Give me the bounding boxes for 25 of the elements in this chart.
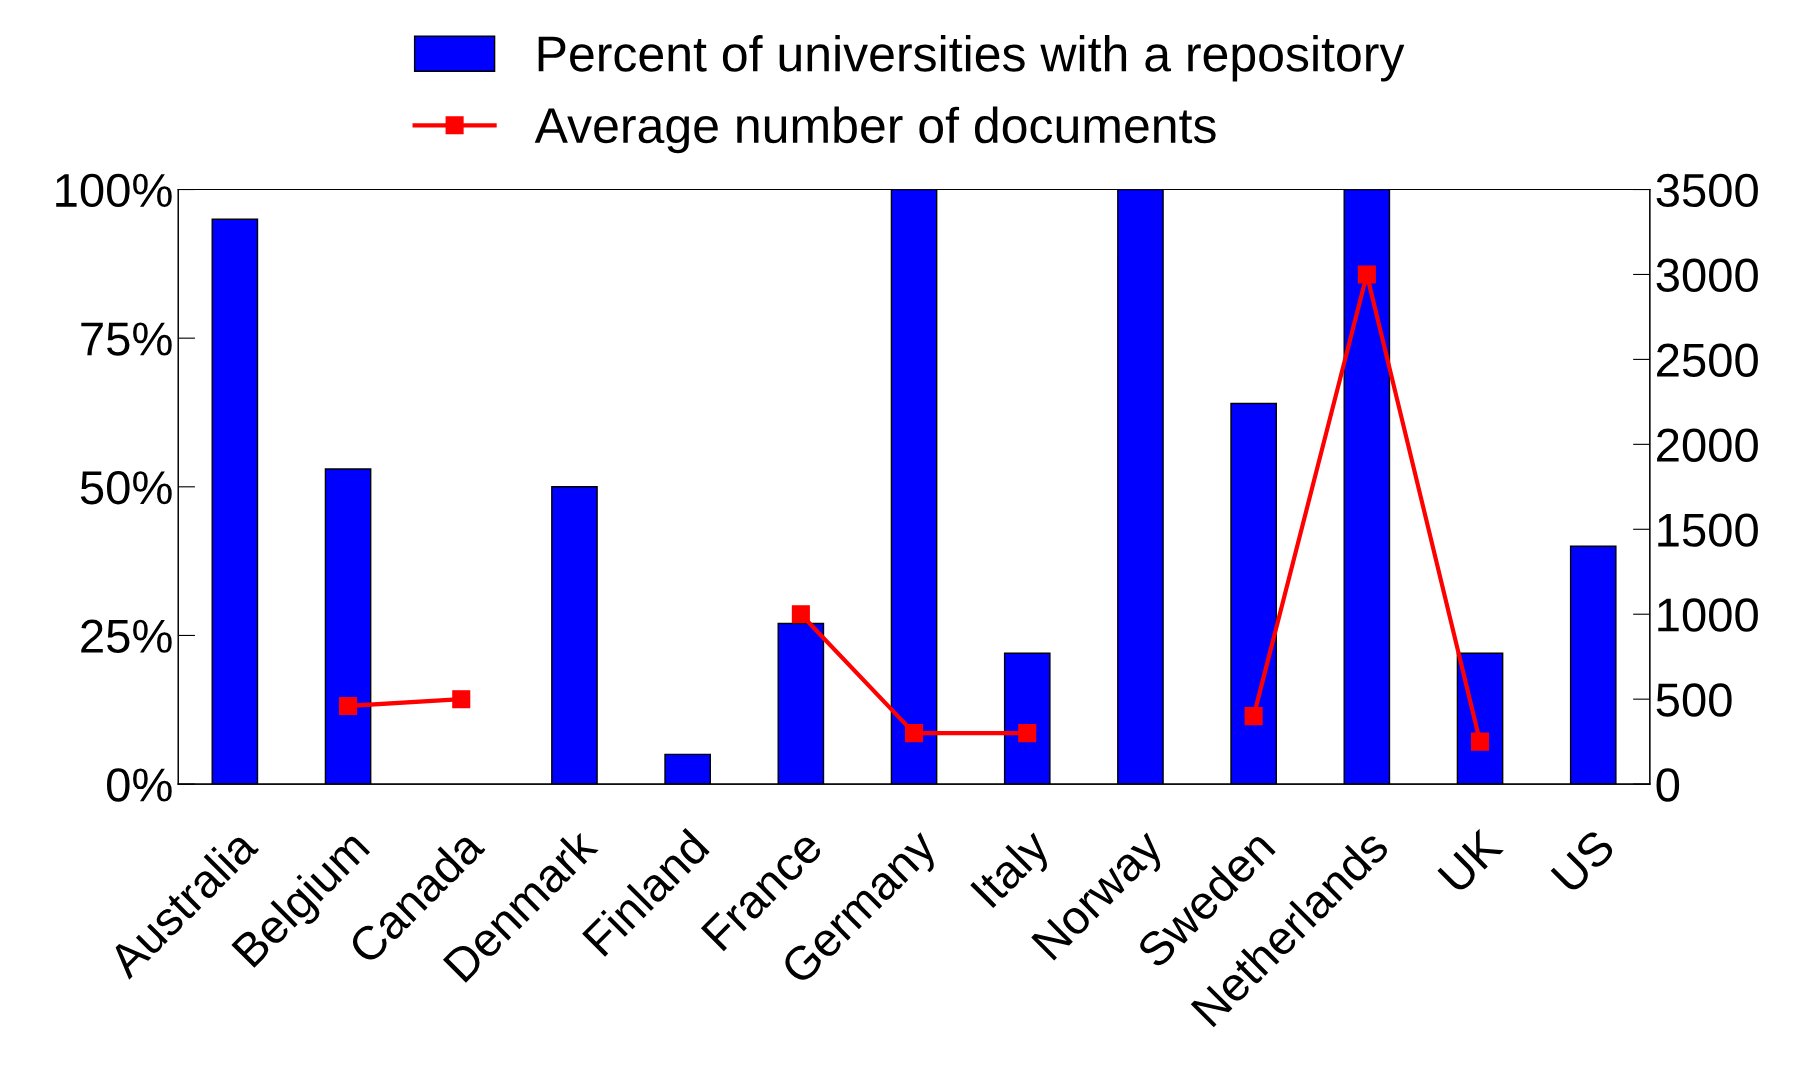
y2-tick-label: 0 — [1656, 768, 1680, 802]
legend-label: Average number of documents — [534, 106, 1216, 154]
y-tick-label: 0% — [106, 768, 172, 802]
point — [1018, 724, 1037, 743]
point — [791, 605, 810, 624]
x-tick-label: US — [1550, 828, 1617, 895]
point — [339, 696, 358, 715]
y-tick-label: 50% — [80, 470, 172, 505]
y2-tick-label: 2500 — [1657, 343, 1758, 377]
y2-tick-label: 1000 — [1658, 598, 1758, 632]
y-tick-label: 25% — [81, 619, 172, 654]
y2-tick-label: 3500 — [1656, 173, 1758, 208]
point — [452, 690, 471, 709]
y2-tick-label: 3000 — [1656, 258, 1758, 293]
point — [1471, 732, 1490, 751]
point — [1357, 265, 1376, 284]
y-tick-label: 75% — [81, 322, 172, 356]
point — [1244, 707, 1263, 726]
point — [905, 724, 924, 743]
x-tick-label: UK — [1437, 827, 1505, 895]
legend-label: Percent of universities with a repository — [538, 35, 1405, 82]
y-tick-label: 100% — [56, 173, 172, 208]
y2-tick-label: 2000 — [1657, 428, 1758, 462]
y2-tick-label: 500 — [1656, 683, 1732, 717]
y2-tick-label: 1500 — [1658, 513, 1758, 547]
